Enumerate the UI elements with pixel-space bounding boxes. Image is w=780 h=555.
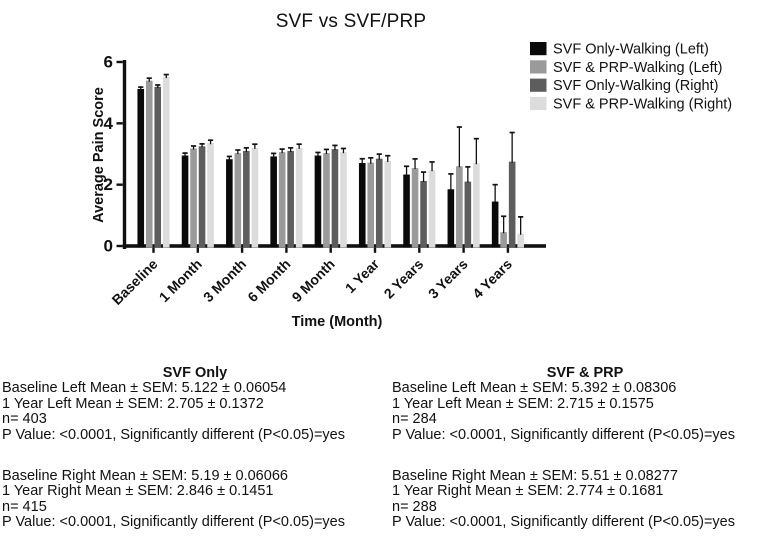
bar [340, 152, 347, 248]
bar [181, 155, 189, 248]
bar [508, 161, 516, 248]
x-tick-label: 1 Year [342, 255, 383, 296]
bar [464, 181, 472, 248]
y-tick-label: 4 [104, 114, 114, 133]
stat-line-1year-right: 1 Year Right Mean ± SEM: 2.774 ± 0.1681 [392, 483, 664, 500]
bar [456, 166, 463, 248]
stat-line-baseline-right: Baseline Right Mean ± SEM: 5.51 ± 0.0827… [392, 468, 678, 485]
bar [226, 159, 233, 248]
stat-line-pvalue-right: P Value: <0.0001, Significantly differen… [392, 514, 735, 531]
legend-label: SVF Only-Walking (Right) [553, 78, 718, 94]
bar [384, 160, 392, 248]
bar [491, 201, 499, 248]
y-axis-line [122, 60, 127, 249]
y-tick-label: 6 [104, 53, 113, 72]
legend-label: SVF & PRP-Walking (Left) [553, 60, 722, 76]
stats-column-svf-only: SVF Only Baseline Left Mean ± SEM: 5.122… [2, 365, 388, 531]
bar [154, 86, 162, 248]
x-tick [462, 247, 465, 253]
bar [295, 147, 303, 248]
stat-line-1year-right: 1 Year Right Mean ± SEM: 2.846 ± 0.1451 [2, 483, 274, 500]
stat-line-n-left: n= 403 [2, 411, 47, 428]
stat-line-baseline-right: Baseline Right Mean ± SEM: 5.19 ± 0.0606… [2, 468, 288, 485]
x-tick [506, 247, 510, 253]
bar [270, 156, 277, 248]
x-tick-label: 4 Years [469, 256, 515, 302]
bar [428, 170, 436, 248]
bar [447, 189, 455, 248]
bar [314, 155, 322, 248]
stat-line-1year-left: 1 Year Left Mean ± SEM: 2.715 ± 0.1575 [392, 395, 654, 412]
bar [331, 149, 339, 248]
bar [403, 174, 410, 248]
stat-line-pvalue-left: P Value: <0.0001, Significantly differen… [392, 426, 735, 443]
x-tick [329, 247, 332, 253]
bar [137, 88, 145, 248]
bar [411, 168, 419, 248]
stat-line-n-right: n= 288 [392, 498, 437, 515]
bar [278, 152, 286, 248]
bar [500, 232, 507, 248]
x-tick [373, 247, 377, 253]
bar [198, 146, 206, 248]
bar [375, 158, 383, 248]
stat-line-baseline-left: Baseline Left Mean ± SEM: 5.392 ± 0.0830… [392, 380, 677, 397]
x-tick-label: 1 Month [156, 256, 205, 305]
y-tick-label: 0 [104, 237, 113, 256]
bar [473, 163, 480, 248]
bar [207, 143, 214, 248]
bar [234, 153, 242, 248]
stats-column-title: SVF Only [162, 365, 228, 381]
stats-gap [2, 443, 388, 469]
bar [162, 77, 170, 248]
legend-label: SVF & PRP-Walking (Right) [553, 96, 732, 112]
bar [420, 180, 427, 248]
stat-line-n-right: n= 415 [2, 498, 47, 515]
bar [190, 148, 197, 248]
bar [358, 163, 366, 248]
bar [243, 150, 250, 248]
stats-gap [392, 443, 778, 469]
bar [145, 80, 153, 248]
legend-swatch [530, 78, 547, 92]
stat-line-pvalue-left: P Value: <0.0001, Significantly differen… [2, 426, 345, 443]
stat-line-1year-left: 1 Year Left Mean ± SEM: 2.705 ± 0.1372 [2, 395, 264, 412]
legend-swatch [530, 42, 547, 56]
x-tick-label: Baseline [109, 256, 161, 308]
bar [517, 233, 524, 248]
stats-column-title: SVF & PRP [546, 365, 624, 381]
x-tick [285, 247, 288, 253]
stat-line-n-left: n= 284 [392, 411, 437, 428]
legend-swatch [530, 60, 547, 74]
x-axis-title: Time (Month) [291, 314, 383, 330]
stats-column-svf-prp: SVF & PRP Baseline Left Mean ± SEM: 5.39… [392, 365, 778, 531]
bar [367, 162, 375, 248]
y-tick [116, 244, 123, 248]
x-tick [418, 247, 421, 253]
y-tick [116, 183, 123, 186]
y-tick [116, 60, 123, 64]
chart-title: SVF vs SVF/PRP [275, 11, 427, 32]
x-tick [152, 247, 155, 253]
stat-line-baseline-left: Baseline Left Mean ± SEM: 5.122 ± 0.0605… [2, 380, 287, 397]
x-tick-label: 9 Month [289, 256, 338, 305]
x-tick [240, 247, 244, 253]
stat-line-pvalue-right: P Value: <0.0001, Significantly differen… [2, 514, 345, 531]
x-tick-label: 6 Month [244, 256, 293, 305]
y-tick-label: 2 [104, 175, 113, 194]
x-tick-label: 3 Month [200, 256, 249, 305]
bar [251, 147, 259, 248]
bar [287, 150, 294, 248]
legend-label: SVF Only-Walking (Left) [553, 42, 709, 58]
x-tick-label: 2 Years [381, 256, 427, 302]
x-tick-label: 3 Years [425, 256, 471, 302]
legend-swatch [530, 96, 547, 111]
bar [323, 153, 330, 248]
y-tick [116, 122, 123, 125]
x-tick [196, 247, 199, 253]
